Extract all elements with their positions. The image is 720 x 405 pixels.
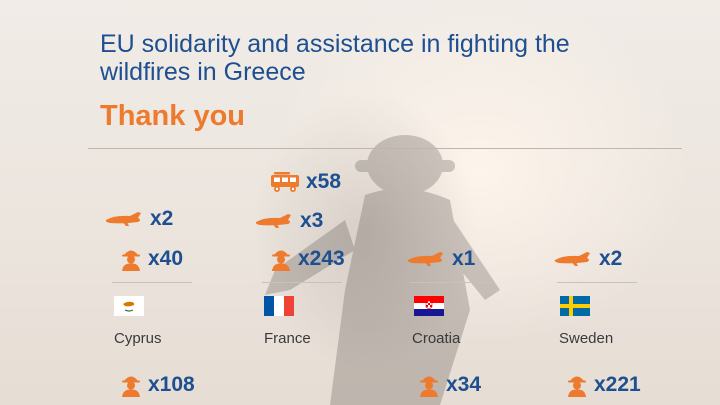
sweden-firefighters-stat: x221 xyxy=(566,373,641,397)
croatia-firefighters-stat: x34 xyxy=(418,373,481,397)
firefighter-icon xyxy=(122,250,140,271)
sweden-separator xyxy=(557,282,637,283)
cyprus-flag xyxy=(114,296,144,316)
cyprus-firefighters-total-count: x108 xyxy=(148,373,195,396)
croatia-flag xyxy=(414,296,444,316)
firefighting-plane-icon xyxy=(407,252,443,266)
cyprus-planes-count: x2 xyxy=(150,207,174,230)
firefighting-plane-icon xyxy=(554,252,590,266)
croatia-firefighters-count: x34 xyxy=(446,373,482,396)
france-separator xyxy=(262,282,342,283)
firefighting-plane-icon xyxy=(105,212,141,226)
france-flag xyxy=(264,296,294,316)
sweden-firefighters-count: x221 xyxy=(594,373,641,396)
country-name-sweden: Sweden xyxy=(559,330,614,347)
france-firefighters-count: x243 xyxy=(298,247,345,270)
thank-you-heading: Thank you xyxy=(100,100,246,132)
firefighter-icon xyxy=(568,376,586,397)
france-firefighters-stat: x243 xyxy=(270,247,345,271)
firefighting-plane-icon xyxy=(255,214,291,228)
france-fire-trucks-count: x58 xyxy=(306,170,342,193)
firefighter-icon xyxy=(420,376,438,397)
cyprus-firefighters-total-stat: x108 xyxy=(120,373,195,397)
croatia-planes-count: x1 xyxy=(452,247,476,270)
page-title: EU solidarity and assistance in fighting… xyxy=(100,30,570,86)
firefighter-icon xyxy=(122,376,140,397)
country-name-cyprus: Cyprus xyxy=(114,330,162,347)
country-name-france: France xyxy=(264,330,311,347)
sweden-planes-count: x2 xyxy=(599,247,623,270)
header-divider xyxy=(88,148,682,149)
cyprus-planes-stat: x2 xyxy=(104,207,173,231)
croatia-separator xyxy=(410,282,490,283)
firefighter-icon xyxy=(272,250,290,271)
firefighter-silhouette-image xyxy=(265,135,500,405)
sweden-planes-stat: x2 xyxy=(553,247,622,271)
cyprus-firefighters-count: x40 xyxy=(148,247,184,270)
cyprus-firefighters-stat: x40 xyxy=(120,247,183,271)
sweden-flag xyxy=(560,296,590,316)
fire-truck-icon xyxy=(271,172,299,192)
country-name-croatia: Croatia xyxy=(412,330,461,347)
france-fire-trucks-stat: x58 xyxy=(270,170,341,194)
france-planes-count: x3 xyxy=(300,209,324,232)
france-planes-stat: x3 xyxy=(254,209,323,233)
cyprus-separator xyxy=(112,282,192,283)
croatia-planes-stat: x1 xyxy=(406,247,475,271)
